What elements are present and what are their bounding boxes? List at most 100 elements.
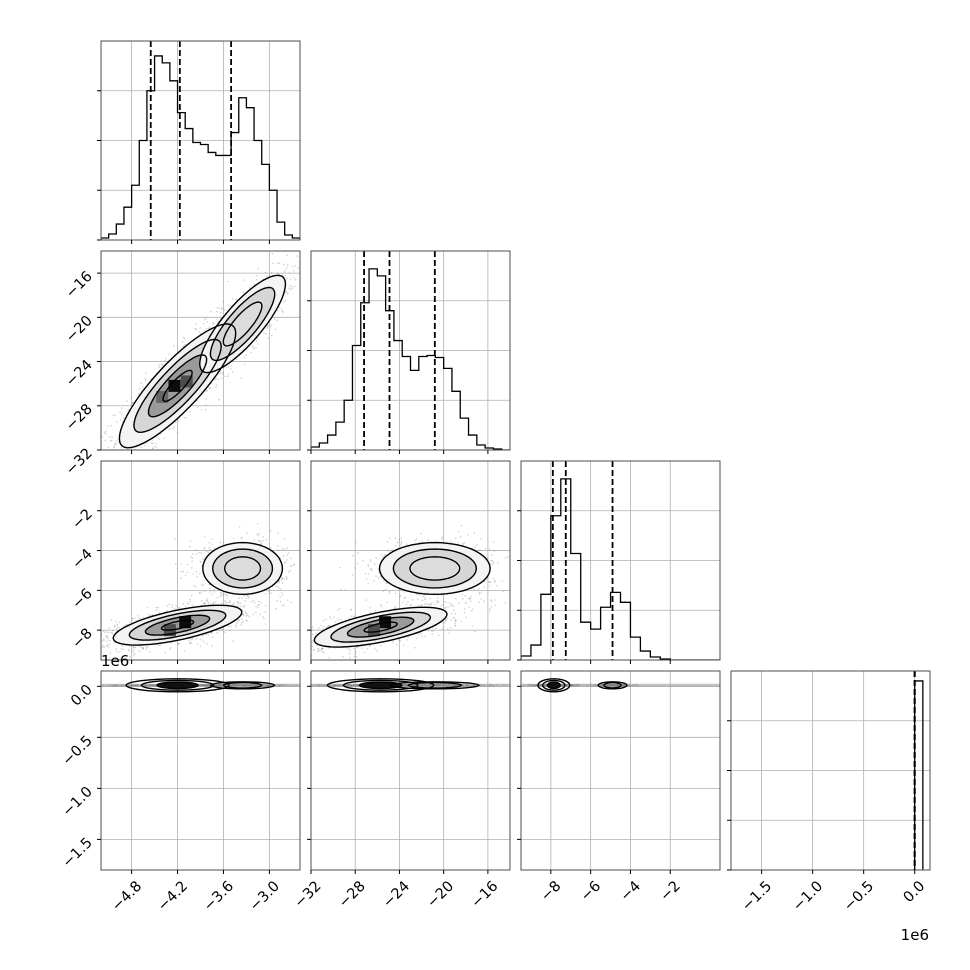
sample-point: [246, 594, 249, 597]
y-tick-label: −16: [63, 269, 96, 302]
sample-point: [161, 465, 163, 467]
sample-point: [213, 588, 216, 591]
sample-point: [132, 648, 135, 651]
sample-point: [225, 601, 228, 604]
sample-point: [265, 604, 267, 607]
sample-point: [108, 454, 110, 456]
sample-point: [256, 533, 258, 536]
sample-point: [240, 377, 242, 379]
sample-point: [248, 616, 250, 618]
sample-point: [286, 254, 288, 256]
sample-point: [244, 612, 247, 614]
sample-point: [142, 647, 144, 650]
sample-point: [157, 606, 159, 609]
sample-point: [115, 421, 118, 423]
sample-point: [109, 640, 111, 642]
sample-point: [108, 631, 110, 634]
sample-point: [223, 631, 226, 633]
panel-frame: [100, 250, 301, 451]
sample-point: [177, 420, 180, 422]
sample-point: [240, 623, 243, 626]
contour-line: [198, 274, 287, 374]
sample-point: [262, 536, 265, 538]
sample-point: [246, 532, 248, 535]
sample-point: [276, 262, 279, 264]
panel-content: [521, 461, 720, 660]
sample-point: [323, 216, 325, 218]
sample-point: [124, 623, 127, 626]
sample-point: [246, 614, 249, 617]
sample-point: [92, 467, 94, 469]
sample-point: [189, 637, 192, 640]
sample-point: [222, 372, 224, 375]
sample-point: [264, 623, 267, 625]
sample-point: [207, 633, 210, 636]
sample-point: [233, 602, 235, 604]
sample-point: [244, 600, 246, 602]
y-tick-label: −24: [63, 357, 96, 390]
sample-point: [171, 606, 173, 608]
sample-point: [169, 646, 172, 649]
sample-point: [222, 300, 225, 303]
sample-point: [131, 619, 133, 621]
sample-point: [276, 585, 279, 588]
sample-point: [113, 641, 115, 644]
sample-point: [119, 450, 121, 452]
sample-point: [194, 638, 197, 641]
sample-point: [110, 619, 113, 621]
sample-point: [199, 592, 201, 595]
sample-point: [106, 640, 108, 642]
sample-point: [145, 379, 147, 381]
sample-point: [126, 400, 128, 403]
x-tick-label: −1.5: [739, 878, 775, 914]
sample-point: [142, 386, 144, 388]
sample-point: [182, 345, 185, 347]
sample-point: [258, 604, 260, 606]
sample-point: [273, 318, 276, 320]
sample-point: [226, 603, 229, 606]
sample-point: [93, 640, 95, 642]
sample-point: [265, 593, 267, 595]
sample-point: [231, 603, 234, 606]
sample-point: [142, 648, 144, 650]
sample-point: [131, 401, 133, 404]
sample-point: [110, 424, 112, 427]
sample-point: [120, 648, 123, 650]
sample-point: [230, 365, 232, 367]
sample-point: [114, 442, 117, 445]
sample-point: [227, 280, 229, 283]
sample-point: [128, 621, 131, 623]
sample-point: [205, 397, 207, 400]
sample-point: [189, 642, 191, 645]
sample-point: [208, 547, 210, 549]
sample-point: [201, 639, 203, 641]
sample-point: [163, 437, 166, 439]
sample-point: [241, 618, 243, 620]
sample-point: [217, 373, 220, 376]
sample-point: [132, 646, 134, 649]
sample-point: [286, 266, 289, 268]
sample-point: [216, 306, 218, 309]
sample-point: [245, 354, 247, 356]
sample-point: [144, 378, 146, 380]
sample-point: [203, 547, 205, 550]
sample-point: [135, 453, 137, 455]
sample-point: [183, 416, 186, 419]
sample-point: [120, 457, 122, 459]
sample-point: [115, 620, 117, 622]
sample-point: [140, 446, 142, 449]
sample-point: [195, 323, 197, 325]
sample-point: [212, 601, 215, 604]
sample-point: [131, 617, 134, 620]
sample-point: [157, 644, 160, 647]
sample-point: [263, 332, 265, 335]
contour-line: [133, 338, 222, 434]
sample-point: [217, 378, 219, 381]
sample-point: [155, 446, 158, 448]
sample-point: [248, 287, 251, 289]
scatter-panel-0-2: −8−6−4−2: [69, 460, 301, 664]
sample-point: [285, 578, 288, 580]
sample-point: [281, 310, 284, 313]
sample-point: [133, 617, 135, 620]
sample-point: [248, 595, 250, 598]
